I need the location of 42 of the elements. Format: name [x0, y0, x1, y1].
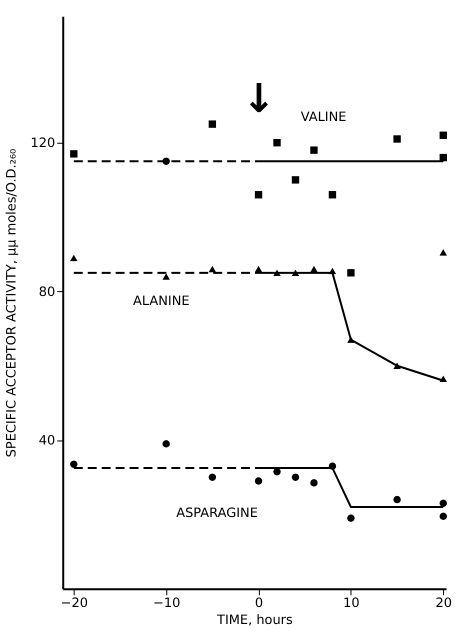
point — [440, 154, 447, 162]
point — [440, 249, 447, 256]
point — [440, 132, 447, 139]
y-tick-label: 80 — [38, 284, 56, 300]
point — [328, 191, 336, 198]
point — [393, 496, 401, 504]
point — [70, 150, 78, 158]
annotation: ASPARAGINE — [176, 506, 258, 522]
point — [162, 440, 170, 448]
point — [254, 191, 262, 198]
y-axis-title: SPECIFIC ACCEPTOR ACTIVITY, μμ moles/O.D.₂₆₀ — [4, 148, 20, 458]
y-tick-label: 120 — [30, 136, 56, 152]
point — [347, 269, 355, 277]
x-axis-title: TIME, hours — [216, 613, 293, 628]
point — [440, 500, 447, 507]
x-tick-label: 20 — [436, 596, 452, 612]
point — [310, 266, 318, 272]
point — [70, 460, 78, 468]
x-tick-label: −20 — [60, 596, 88, 612]
point — [254, 477, 262, 485]
point — [310, 146, 318, 154]
point — [292, 176, 300, 184]
point — [162, 273, 170, 280]
annotation: VALINE — [300, 110, 346, 125]
point — [273, 139, 281, 146]
x-tick-label: 10 — [343, 596, 360, 612]
point — [440, 512, 447, 520]
point — [254, 266, 262, 272]
annotation: ↓ — [242, 76, 276, 122]
point — [208, 474, 216, 481]
point — [208, 266, 216, 272]
point — [292, 474, 300, 481]
point — [70, 254, 78, 262]
point — [310, 479, 318, 487]
x-tick-label: 0 — [254, 596, 264, 612]
point — [273, 468, 281, 476]
x-tick-label: −10 — [153, 596, 180, 612]
annotation: ALANINE — [133, 294, 190, 310]
point — [393, 135, 401, 143]
y-tick-label: 40 — [38, 434, 56, 449]
point — [208, 120, 216, 128]
point — [347, 514, 355, 522]
